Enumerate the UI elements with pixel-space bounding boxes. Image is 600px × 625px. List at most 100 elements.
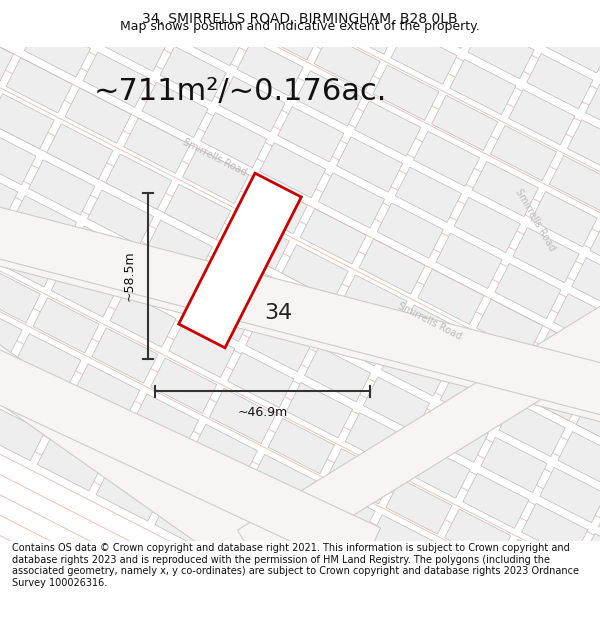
Polygon shape bbox=[182, 148, 249, 204]
Polygon shape bbox=[268, 419, 334, 474]
Polygon shape bbox=[37, 436, 103, 491]
Polygon shape bbox=[155, 496, 221, 551]
Text: 34: 34 bbox=[264, 303, 292, 323]
Polygon shape bbox=[0, 0, 50, 11]
Polygon shape bbox=[0, 205, 600, 433]
Polygon shape bbox=[404, 443, 470, 498]
Polygon shape bbox=[29, 160, 95, 215]
Polygon shape bbox=[119, 0, 185, 36]
Polygon shape bbox=[51, 262, 118, 317]
Polygon shape bbox=[368, 515, 434, 570]
Polygon shape bbox=[554, 294, 600, 349]
Polygon shape bbox=[191, 424, 257, 479]
Text: Smirrells Road: Smirrells Road bbox=[397, 301, 464, 341]
Polygon shape bbox=[391, 29, 457, 84]
Polygon shape bbox=[485, 575, 551, 625]
Polygon shape bbox=[47, 124, 113, 179]
Polygon shape bbox=[540, 468, 600, 522]
Polygon shape bbox=[332, 0, 398, 54]
Polygon shape bbox=[327, 449, 393, 504]
Polygon shape bbox=[395, 167, 461, 222]
Polygon shape bbox=[223, 214, 289, 270]
Polygon shape bbox=[408, 581, 475, 625]
Polygon shape bbox=[0, 268, 40, 322]
Polygon shape bbox=[0, 331, 380, 574]
Polygon shape bbox=[69, 226, 136, 281]
Polygon shape bbox=[0, 319, 264, 571]
Polygon shape bbox=[373, 65, 439, 121]
Polygon shape bbox=[319, 173, 385, 228]
Polygon shape bbox=[576, 396, 600, 451]
Polygon shape bbox=[205, 251, 271, 306]
Polygon shape bbox=[0, 369, 63, 425]
Polygon shape bbox=[509, 89, 575, 145]
Polygon shape bbox=[499, 401, 565, 457]
Polygon shape bbox=[331, 587, 398, 625]
Polygon shape bbox=[558, 431, 600, 487]
Polygon shape bbox=[427, 0, 494, 12]
Polygon shape bbox=[232, 490, 298, 546]
Polygon shape bbox=[65, 88, 131, 143]
Polygon shape bbox=[535, 329, 600, 385]
Polygon shape bbox=[599, 498, 600, 553]
Polygon shape bbox=[400, 305, 466, 360]
Polygon shape bbox=[531, 192, 597, 247]
Polygon shape bbox=[0, 129, 36, 185]
Polygon shape bbox=[0, 28, 14, 83]
Polygon shape bbox=[517, 366, 583, 421]
Polygon shape bbox=[427, 545, 493, 600]
Polygon shape bbox=[164, 184, 230, 239]
Polygon shape bbox=[250, 454, 316, 509]
Polygon shape bbox=[305, 347, 371, 402]
Polygon shape bbox=[309, 484, 375, 540]
Polygon shape bbox=[436, 233, 502, 289]
Polygon shape bbox=[151, 358, 217, 413]
Polygon shape bbox=[61, 0, 127, 5]
Polygon shape bbox=[142, 82, 208, 138]
Polygon shape bbox=[296, 71, 362, 126]
Polygon shape bbox=[238, 283, 600, 571]
Polygon shape bbox=[0, 94, 54, 149]
Polygon shape bbox=[0, 196, 600, 426]
Text: Map shows position and indicative extent of the property.: Map shows position and indicative extent… bbox=[120, 20, 480, 32]
Polygon shape bbox=[219, 76, 285, 132]
Polygon shape bbox=[513, 228, 579, 282]
Polygon shape bbox=[445, 509, 511, 564]
Polygon shape bbox=[25, 22, 91, 77]
Polygon shape bbox=[173, 460, 239, 516]
Polygon shape bbox=[286, 382, 353, 438]
Polygon shape bbox=[83, 52, 149, 107]
Polygon shape bbox=[274, 0, 340, 24]
Polygon shape bbox=[527, 54, 593, 109]
Polygon shape bbox=[33, 298, 99, 353]
Polygon shape bbox=[323, 311, 389, 366]
Polygon shape bbox=[468, 24, 534, 79]
Polygon shape bbox=[264, 281, 330, 336]
Polygon shape bbox=[314, 35, 380, 90]
Polygon shape bbox=[454, 198, 520, 252]
Polygon shape bbox=[495, 263, 561, 319]
Polygon shape bbox=[106, 154, 172, 209]
Polygon shape bbox=[169, 322, 235, 378]
Polygon shape bbox=[450, 59, 516, 114]
Polygon shape bbox=[0, 0, 32, 47]
Polygon shape bbox=[562, 569, 600, 625]
Polygon shape bbox=[209, 388, 275, 444]
Polygon shape bbox=[364, 377, 430, 432]
Polygon shape bbox=[110, 292, 176, 348]
Polygon shape bbox=[568, 120, 600, 175]
Polygon shape bbox=[472, 161, 538, 217]
Polygon shape bbox=[15, 334, 81, 389]
Polygon shape bbox=[481, 438, 547, 493]
Polygon shape bbox=[486, 0, 553, 42]
Polygon shape bbox=[386, 479, 452, 534]
Polygon shape bbox=[196, 0, 263, 30]
Polygon shape bbox=[463, 473, 529, 528]
Text: ~711m²/~0.176ac.: ~711m²/~0.176ac. bbox=[94, 77, 386, 106]
Polygon shape bbox=[237, 41, 303, 96]
Polygon shape bbox=[255, 5, 322, 60]
Polygon shape bbox=[128, 256, 194, 311]
Polygon shape bbox=[6, 58, 73, 113]
Polygon shape bbox=[359, 239, 425, 294]
Polygon shape bbox=[572, 258, 600, 313]
